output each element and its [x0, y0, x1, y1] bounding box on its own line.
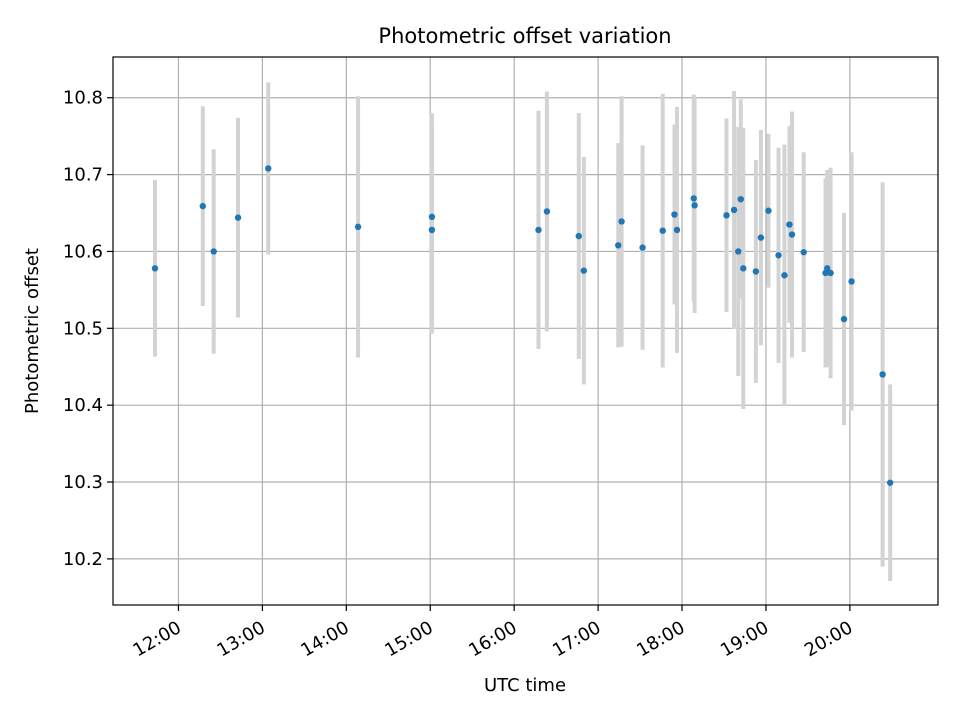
x-tick-label: 13:00 — [213, 617, 268, 661]
data-point — [615, 242, 622, 249]
data-point — [786, 221, 793, 228]
x-tick-label: 14:00 — [297, 617, 352, 661]
plot-frame — [112, 56, 939, 606]
chart-title: Photometric offset variation — [378, 24, 671, 48]
data-point — [618, 218, 625, 225]
data-point — [781, 272, 788, 279]
data-point — [886, 479, 894, 486]
error-bars — [152, 82, 893, 582]
x-axis-label: UTC time — [484, 675, 566, 696]
data-point — [730, 206, 738, 214]
x-tick-label: 16:00 — [465, 617, 520, 661]
x-tick-label: 19:00 — [717, 617, 772, 661]
data-point — [735, 248, 742, 255]
grid — [113, 57, 938, 605]
x-tick-label: 17:00 — [549, 617, 604, 661]
x-axis-ticks: 12:00 13:00 14:00 15:00 16:00 17:00 18:00 19:00… — [130, 605, 856, 661]
data-point — [671, 211, 678, 218]
data-point — [639, 244, 646, 251]
y-tick-label: 10.3 — [63, 472, 103, 493]
y-axis-ticks: 10.2 10.3 10.4 10.5 10.6 10.7 10.8 — [63, 88, 113, 570]
y-tick-label: 10.8 — [63, 88, 103, 109]
data-point — [752, 268, 760, 275]
data-point — [151, 265, 159, 272]
data-points — [151, 165, 894, 486]
x-tick-label: 12:00 — [130, 617, 185, 661]
data-point — [775, 252, 782, 259]
data-point — [691, 202, 698, 209]
data-point — [234, 214, 242, 221]
data-point — [737, 195, 744, 203]
data-point — [354, 223, 362, 231]
y-tick-label: 10.4 — [63, 395, 103, 416]
data-point — [848, 278, 855, 285]
data-point — [824, 265, 831, 272]
y-tick-label: 10.7 — [63, 165, 103, 186]
data-point — [575, 232, 582, 240]
data-point — [879, 371, 886, 378]
data-point — [265, 165, 272, 172]
y-tick-label: 10.2 — [63, 549, 103, 570]
y-axis-label: Photometric offset — [22, 248, 43, 414]
data-point — [580, 267, 588, 274]
data-point — [840, 315, 848, 323]
data-point — [673, 226, 681, 234]
data-point — [535, 226, 542, 234]
data-point — [723, 212, 730, 219]
x-tick-label: 15:00 — [381, 617, 436, 661]
data-point — [765, 207, 772, 214]
data-point — [428, 213, 436, 221]
data-point — [800, 249, 807, 256]
data-point — [827, 269, 834, 277]
data-point — [740, 265, 747, 272]
data-point — [788, 231, 796, 238]
data-point — [543, 208, 551, 215]
data-point — [690, 195, 697, 202]
data-point — [659, 227, 666, 234]
y-tick-label: 10.5 — [63, 318, 103, 339]
data-point — [199, 202, 207, 210]
data-point — [428, 226, 436, 234]
data-point — [757, 234, 765, 241]
data-point — [210, 248, 217, 255]
x-tick-label: 20:00 — [801, 617, 856, 661]
y-tick-label: 10.6 — [63, 241, 103, 262]
x-tick-label: 18:00 — [633, 617, 688, 661]
